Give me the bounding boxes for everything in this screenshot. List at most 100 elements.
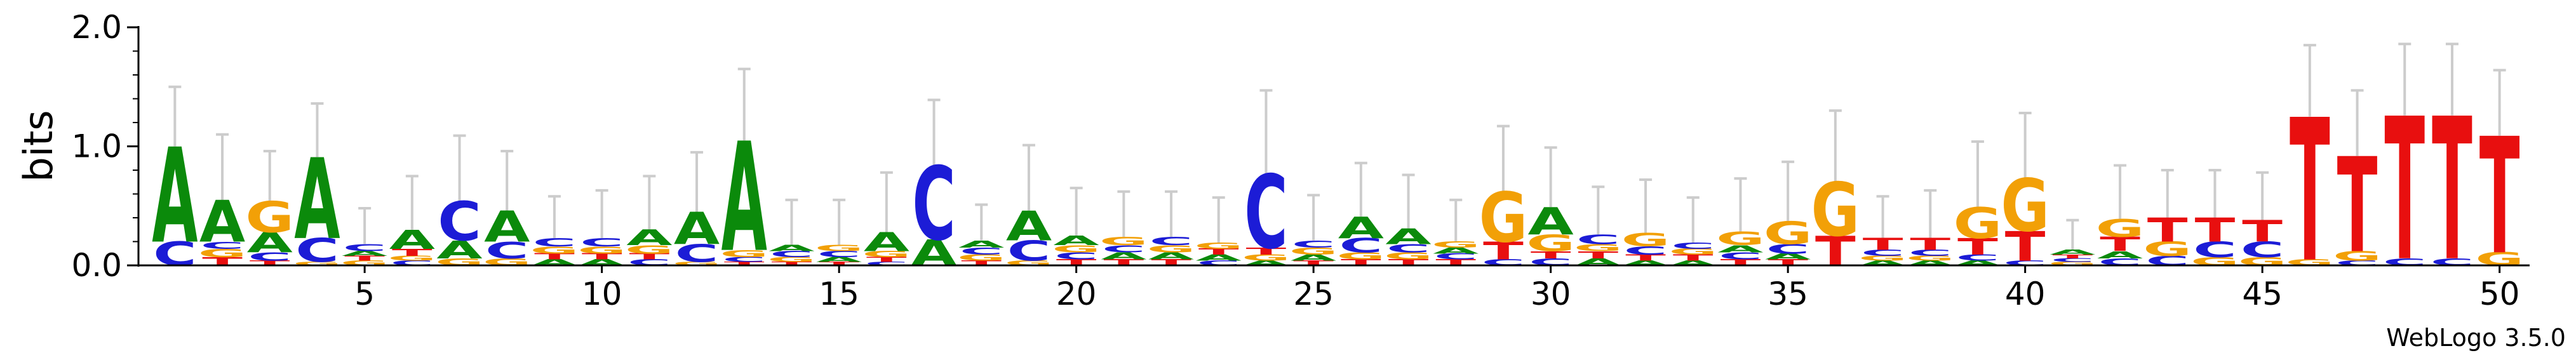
y-tick-label: 1.0 — [71, 128, 122, 165]
logo-letter-T: T — [1957, 234, 1998, 260]
logo-letter-A: A — [911, 232, 957, 274]
logo-letter-A: A — [1717, 243, 1764, 255]
logo-letter-T: T — [772, 261, 812, 267]
logo-letter-C: C — [248, 250, 292, 263]
logo-letter-T: T — [1625, 253, 1666, 263]
logo-letter-A: A — [1291, 253, 1337, 263]
logo-letter-A: A — [1054, 233, 1099, 248]
logo-letter-T: T — [819, 261, 859, 267]
logo-letter-G: G — [720, 248, 768, 260]
logo-letter-C: C — [770, 250, 814, 259]
logo-letter-A: A — [1006, 203, 1052, 250]
logo-letter-T: T — [392, 247, 433, 258]
logo-letter-G: G — [1811, 167, 1860, 253]
x-tick-label: 5 — [354, 276, 375, 312]
logo-letter-G: G — [577, 244, 626, 256]
logo-letter-C: C — [1102, 243, 1146, 255]
x-axis-ticks: 5 10 15 20 25 30 35 40 45 50 — [354, 265, 2519, 312]
logo-letter-A: A — [1101, 250, 1147, 262]
logo-letter-A: A — [1196, 253, 1242, 263]
logo-letter-T: T — [866, 256, 907, 263]
logo-letter-C: C — [1956, 253, 2000, 263]
logo-letter-C: C — [1576, 232, 1620, 247]
logo-letter-C: C — [580, 236, 624, 249]
logo-letter-G: G — [1194, 241, 1243, 251]
logo-letter-G: G — [815, 244, 864, 253]
logo-letter-G: G — [1337, 250, 1386, 262]
logo-letter-A: A — [2097, 249, 2143, 260]
logo-letter-C: C — [533, 236, 577, 249]
logo-letter-C: C — [295, 232, 339, 270]
logo-letter-G: G — [1052, 243, 1101, 255]
logo-letter-G: G — [1954, 199, 2002, 248]
logo-letter-A: A — [768, 244, 815, 253]
logo-letter-A: A — [721, 111, 767, 286]
logo-letter-C: C — [153, 235, 197, 273]
logo-letter-G: G — [388, 255, 437, 262]
logo-letter-A: A — [436, 236, 482, 264]
logo-letter-G: G — [1668, 247, 1717, 256]
logo-letter-G: G — [1574, 242, 1623, 253]
logo-letter-A: A — [389, 225, 435, 255]
logo-letter-C: C — [1339, 234, 1383, 257]
logo-letter-C: C — [817, 250, 861, 259]
logo-letter-C: C — [2241, 237, 2284, 262]
logo-letter-G: G — [1479, 178, 1528, 258]
y-axis-ticks: 0.0 1.0 2.0 — [71, 9, 138, 284]
axes: 0.0 1.0 2.0 5 10 15 20 25 30 35 40 45 50 — [71, 9, 2530, 312]
logo-letter-G: G — [625, 243, 674, 256]
logo-letter-T: T — [1198, 247, 1239, 256]
logo-letter-C: C — [865, 261, 909, 267]
logo-letter-A: A — [1148, 250, 1195, 262]
logo-letter-C: C — [1434, 252, 1478, 262]
logo-letter-T: T — [2337, 130, 2378, 282]
x-tick-label: 35 — [1768, 276, 1808, 312]
logo-letter-C: C — [201, 239, 245, 251]
logo-letter-T: T — [1246, 246, 1287, 257]
logo-letter-A: A — [342, 250, 388, 257]
x-tick-label: 40 — [2005, 276, 2046, 312]
logo-letter-G: G — [862, 250, 911, 259]
logo-letter-C: C — [1909, 248, 1952, 258]
logo-letter-C: C — [1671, 241, 1715, 251]
y-tick-label: 2.0 — [71, 9, 122, 46]
logo-letter-G: G — [673, 261, 721, 267]
logo-letter-C: C — [722, 256, 766, 263]
logo-letter-C: C — [1861, 248, 1905, 258]
logo-letter-G: G — [2048, 261, 2097, 267]
logo-letter-C: C — [1386, 242, 1430, 255]
logo-letter-T: T — [2432, 77, 2472, 305]
logo-letter-G: G — [2333, 248, 2382, 263]
logo-letter-G: G — [1147, 243, 1196, 255]
logo-letter-C: C — [1719, 250, 1762, 262]
logo-letter-T: T — [344, 255, 385, 262]
logo-letter-T: T — [629, 252, 670, 262]
logo-letter-T: T — [2384, 77, 2425, 305]
logo-letter-G: G — [1764, 215, 1813, 251]
logo-letter-T: T — [2479, 104, 2520, 290]
logo-letter-G: G — [1432, 240, 1480, 250]
logo-letter-C: C — [675, 239, 719, 268]
x-tick-label: 20 — [1056, 276, 1097, 312]
logo-letter-T: T — [2195, 211, 2236, 250]
logo-letter-A: A — [626, 225, 672, 250]
logo-letter-G: G — [1384, 250, 1433, 262]
logo-letter-A: A — [247, 227, 293, 259]
logo-letter-T: T — [1578, 249, 1619, 260]
y-tick-label: 0.0 — [71, 247, 122, 284]
logo-letter-A: A — [1338, 211, 1384, 245]
logo-letter-A: A — [294, 136, 340, 265]
x-tick-label: 30 — [1531, 276, 1571, 312]
logo-letter-A: A — [1765, 252, 1811, 262]
logo-letter-G: G — [1242, 253, 1291, 263]
logo-letter-C: C — [912, 145, 956, 263]
logo-letter-G: G — [2096, 214, 2145, 243]
logo-letter-C: C — [485, 237, 529, 263]
logo-letter-C: C — [1624, 244, 1668, 258]
logo-letter-T: T — [2052, 254, 2093, 260]
logo-letter-A: A — [1433, 246, 1479, 255]
logo-letter-C: C — [960, 246, 1003, 257]
logo-letter-G: G — [293, 261, 342, 267]
logo-letter-T: T — [1863, 235, 1903, 254]
